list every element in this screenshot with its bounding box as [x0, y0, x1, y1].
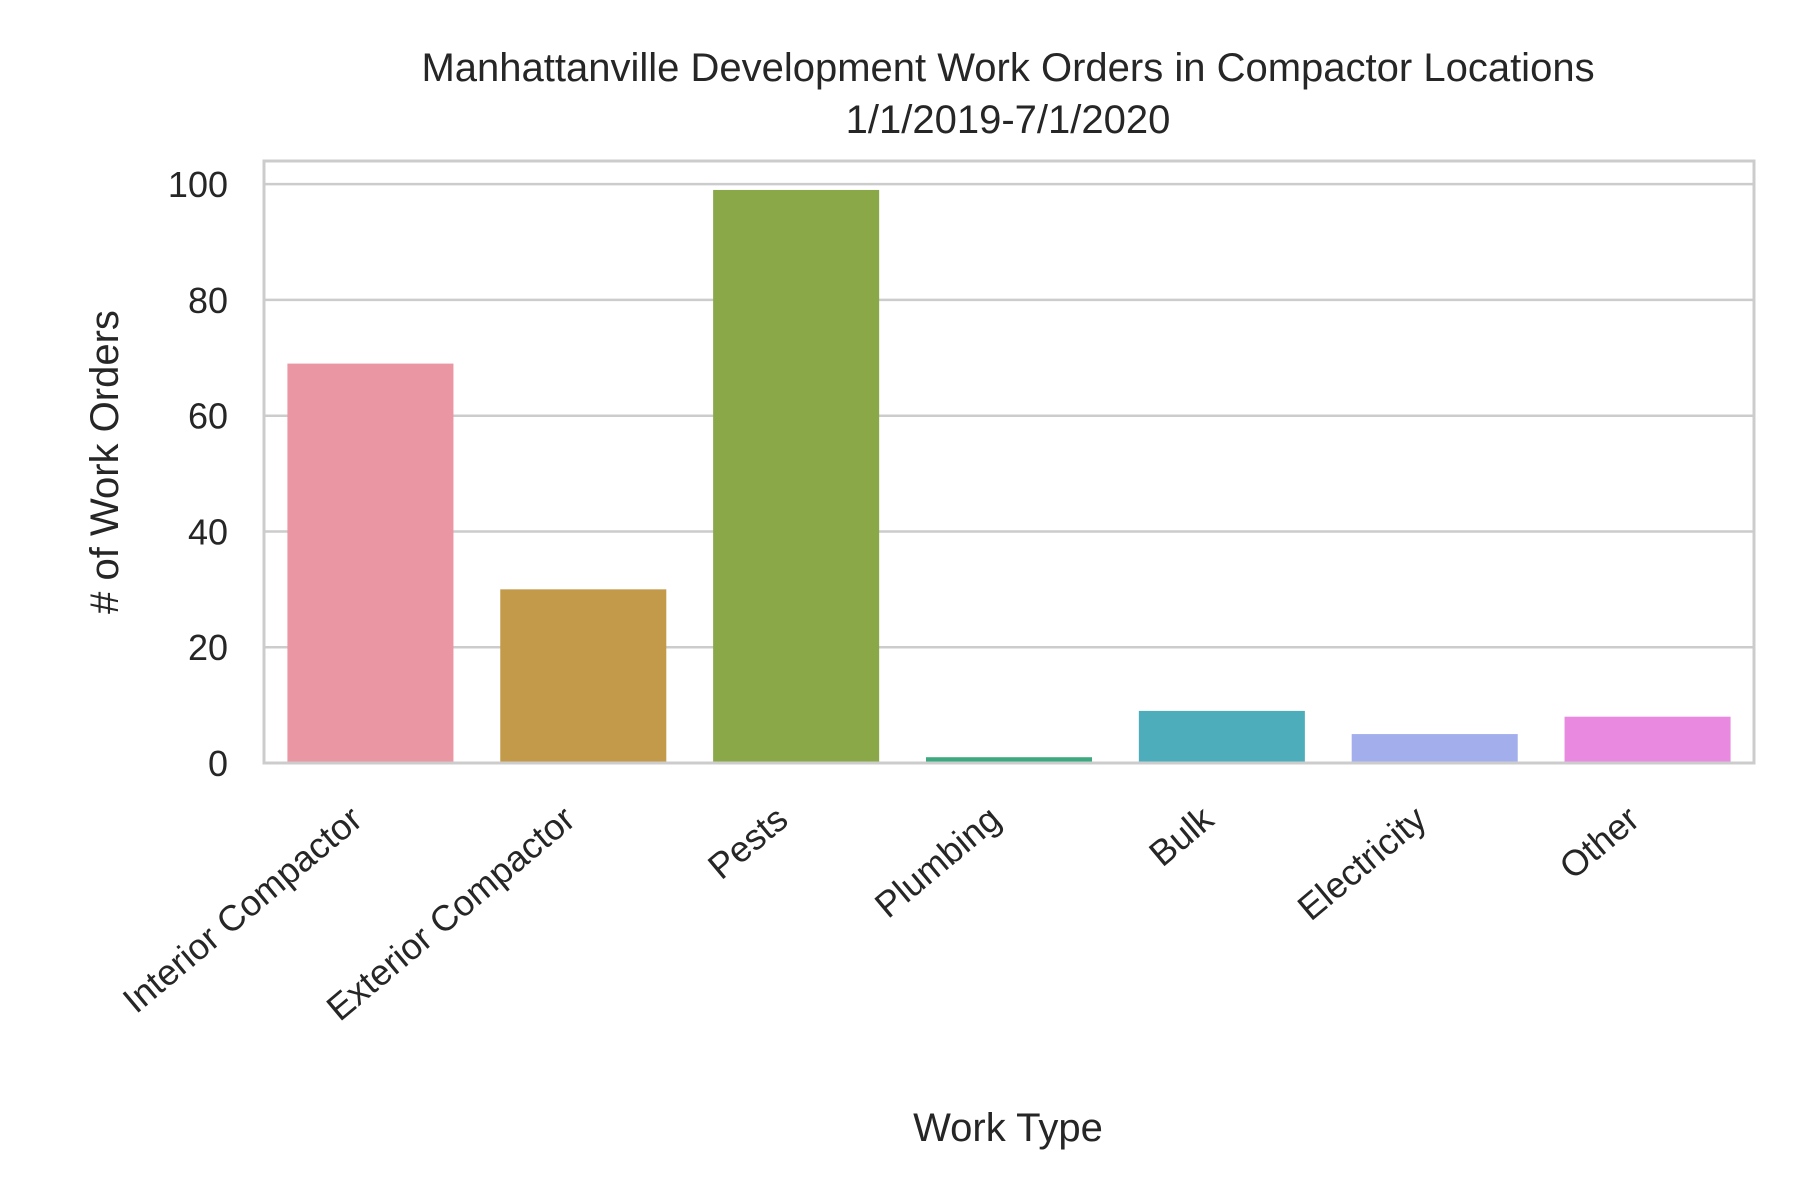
gridlines — [264, 182, 1754, 765]
y-tick-label: 100 — [168, 164, 228, 205]
bar-other — [1564, 716, 1731, 763]
y-tick-label: 60 — [188, 396, 228, 437]
chart-subtitle: 1/1/2019-7/1/2020 — [846, 98, 1171, 142]
bars — [287, 189, 1731, 763]
x-tick-label: Electricity — [1290, 798, 1434, 928]
y-tick-label: 40 — [188, 511, 228, 552]
bar-interior-compactor — [287, 363, 454, 763]
bar-bulk — [1138, 710, 1305, 763]
bar-exterior-compactor — [500, 589, 667, 763]
y-axis-label: # of Work Orders — [83, 310, 127, 614]
y-tick-labels: 0 20 40 60 80 100 — [168, 164, 228, 784]
chart-title: Manhattanville Development Work Orders i… — [421, 46, 1594, 90]
bar-plumbing — [925, 757, 1093, 763]
x-axis-label: Work Type — [913, 1106, 1103, 1150]
x-tick-label: Bulk — [1141, 797, 1222, 874]
y-tick-label: 20 — [188, 627, 228, 668]
x-tick-label: Plumbing — [867, 798, 1008, 926]
bar-electricity — [1351, 734, 1518, 763]
x-tick-label: Other — [1551, 798, 1646, 887]
y-tick-label: 80 — [188, 280, 228, 321]
plot-frame — [262, 159, 1756, 765]
x-tick-label: Pests — [700, 798, 795, 887]
y-tick-label: 0 — [208, 743, 228, 784]
bar-pests — [713, 189, 880, 763]
